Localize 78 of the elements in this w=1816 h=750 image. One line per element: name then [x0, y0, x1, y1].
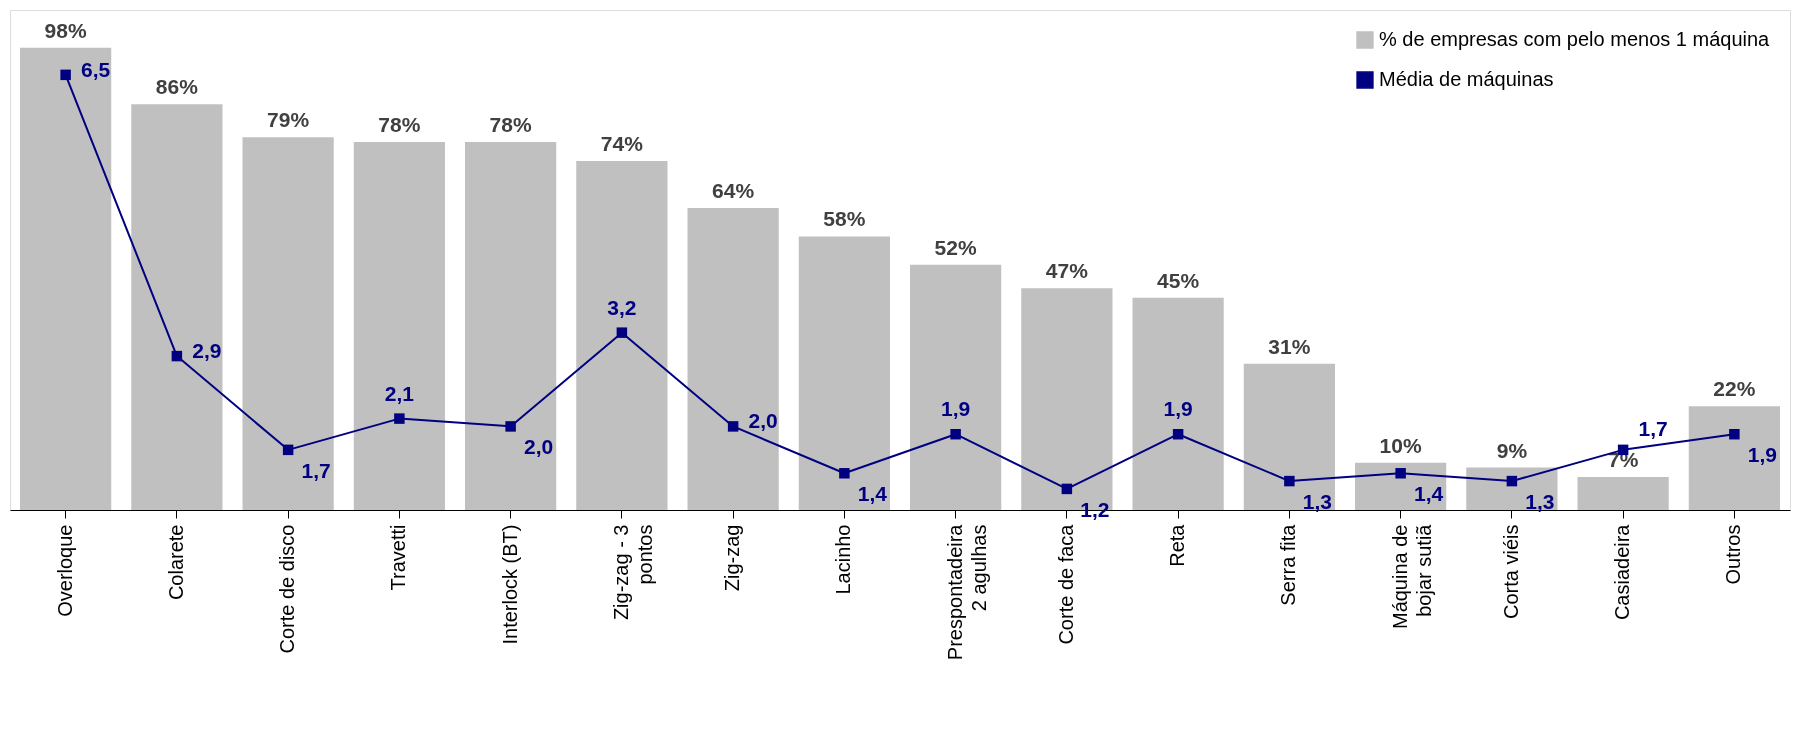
data-label: 1,9	[941, 397, 971, 421]
point	[616, 327, 628, 338]
bar	[465, 142, 557, 510]
x-tick-label: Travetti	[387, 524, 410, 591]
point	[727, 421, 739, 432]
x-tick-label: Corta viéis	[1499, 524, 1522, 619]
data-label: 98%	[44, 18, 87, 42]
x-tick-label: Corte de faca	[1054, 523, 1077, 645]
bar	[131, 104, 223, 510]
point	[1729, 428, 1740, 440]
point	[1395, 468, 1406, 479]
point	[1061, 483, 1073, 495]
data-label: 86%	[155, 75, 199, 99]
data-label: 52%	[934, 235, 977, 259]
point	[1506, 475, 1518, 487]
data-label: 64%	[712, 179, 755, 203]
data-label: 1,9	[1163, 397, 1193, 421]
bar	[1466, 467, 1558, 510]
point	[950, 428, 961, 440]
data-label: 78%	[378, 113, 421, 137]
bar	[242, 137, 334, 510]
point	[839, 468, 850, 479]
data-label: 31%	[1268, 334, 1311, 358]
x-tick-label: Overloque	[53, 524, 76, 617]
data-label: 6,5	[81, 57, 111, 81]
x-tick-label: Máquina de bojar sutiã	[1388, 523, 1435, 630]
point	[171, 350, 183, 362]
point	[1284, 475, 1295, 487]
data-label: 2,9	[192, 339, 222, 363]
data-label: 1,3	[1302, 490, 1332, 514]
data-label: 9%	[1496, 438, 1528, 462]
x-tick-label: Zig-zag	[721, 524, 744, 592]
bar	[1577, 476, 1669, 510]
data-label: 1,7	[1638, 416, 1668, 440]
point	[1172, 428, 1184, 440]
x-tick-label: Zig-zag - 3 pontos	[609, 524, 656, 621]
data-label: 47%	[1045, 259, 1089, 283]
data-label: 2,1	[384, 381, 415, 405]
legend-label: % de empresas com pelo menos 1 máquina	[1379, 28, 1771, 50]
data-label: 22%	[1713, 377, 1756, 401]
data-label: 58%	[823, 207, 866, 231]
point	[394, 413, 405, 424]
x-tick-label: Reta	[1166, 523, 1189, 567]
data-label: 1,3	[1525, 490, 1555, 514]
x-tick-label: Prespontadeira 2 agulhas	[943, 523, 990, 661]
data-label: 2,0	[524, 435, 554, 459]
bar	[1355, 462, 1447, 510]
data-label: 1,7	[301, 458, 331, 482]
x-tick-label: Casiadeira	[1611, 523, 1634, 621]
data-label: 2,0	[748, 409, 778, 433]
data-label: 74%	[600, 131, 644, 155]
bar	[687, 208, 779, 510]
data-label: 1,4	[857, 482, 888, 506]
bar	[1243, 363, 1335, 510]
bar	[910, 264, 1002, 510]
bar	[1132, 297, 1224, 510]
x-tick-label: Colarete	[164, 524, 187, 601]
bar	[20, 47, 112, 510]
data-label: 3,2	[607, 295, 637, 319]
x-tick-label: Interlock (BT)	[498, 524, 521, 645]
x-tick-label: Corte de disco	[276, 524, 299, 654]
data-label: 79%	[267, 108, 310, 132]
data-label: 10%	[1379, 433, 1422, 457]
x-tick-label: Lacinho	[832, 524, 855, 595]
bar	[1688, 406, 1780, 510]
data-label: 1,4	[1414, 482, 1444, 506]
bar	[353, 142, 445, 510]
bar	[576, 160, 668, 510]
point	[505, 421, 516, 432]
point	[60, 69, 71, 81]
x-tick-label: Serra fita	[1277, 523, 1300, 606]
data-label: 1,9	[1747, 443, 1777, 467]
bar	[798, 236, 890, 510]
data-label: 78%	[489, 113, 532, 137]
point	[282, 444, 294, 456]
data-label: 45%	[1157, 268, 1200, 292]
legend-label: Média de máquinas	[1379, 68, 1554, 90]
x-tick-label: Outros	[1722, 524, 1745, 585]
